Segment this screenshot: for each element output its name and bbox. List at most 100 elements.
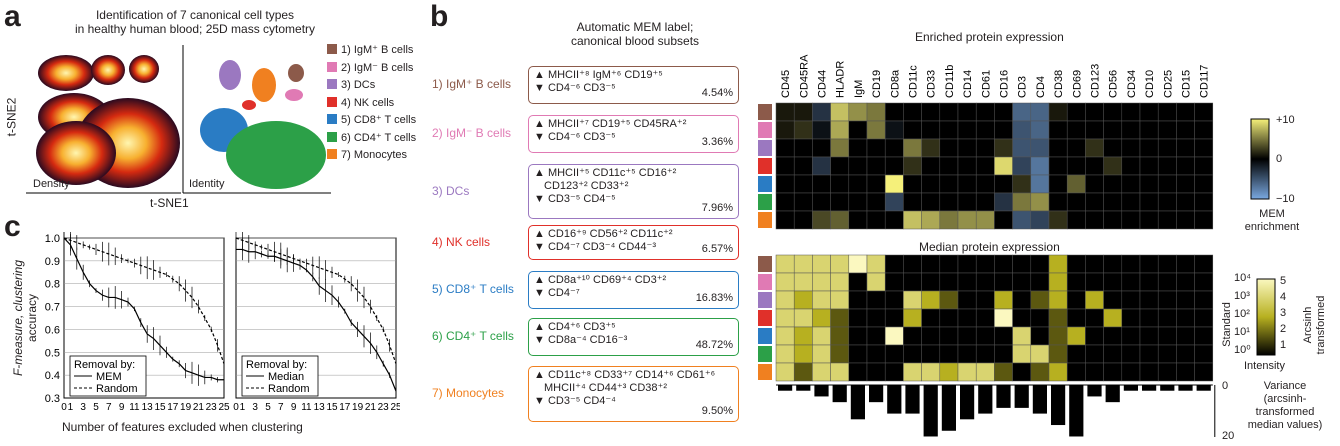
- median-cell: [1194, 344, 1214, 364]
- enrichment-cell: [1121, 138, 1141, 158]
- enrichment-colorbar: [1250, 118, 1270, 200]
- variance-bottom-tick: 20: [1222, 430, 1235, 442]
- mem-label-up2: MHCII⁺⁴ CD44⁺³ CD38⁺²: [544, 382, 667, 394]
- median-cell: [1194, 272, 1214, 292]
- mem-label-down: ▼ CD4⁻⁶ CD3⁻⁵: [534, 131, 616, 143]
- x-tick-label: 7: [278, 402, 284, 413]
- median-cell: [1139, 308, 1159, 328]
- marker-label: HLADR: [835, 61, 847, 98]
- marker-label: CD14: [962, 70, 974, 98]
- enrichment-cell: [793, 156, 813, 176]
- legend-label: 1) IgM⁺ B cells: [341, 44, 414, 56]
- median-cell: [830, 344, 850, 364]
- panel-c-ylabel-line1: F-measure, clustering: [11, 259, 25, 377]
- enrichment-cell: [1139, 138, 1159, 158]
- enrichment-cell: [1194, 192, 1214, 212]
- enrichment-cell: [957, 174, 977, 194]
- median-row-color: [758, 346, 772, 362]
- enrichment-row-color: [758, 122, 772, 138]
- enrichment-cell: [812, 138, 831, 158]
- enrichment-cell: [939, 102, 959, 122]
- median-cell: [1157, 344, 1177, 364]
- enrichment-cell: [812, 156, 831, 176]
- identity-cluster-igm-pos: [288, 64, 304, 82]
- enrichment-cell: [1012, 210, 1032, 230]
- median-cell: [848, 344, 868, 364]
- marker-label: CD61: [980, 70, 992, 98]
- median-cell: [994, 254, 1013, 274]
- median-title: Median protein expression: [919, 240, 1060, 254]
- legend-swatch: [327, 61, 337, 72]
- marker-label: CD11c: [908, 65, 920, 98]
- median-cell: [1103, 326, 1123, 346]
- enrichment-cell: [1048, 120, 1068, 140]
- median-cell: [775, 326, 795, 346]
- median-cell: [775, 344, 795, 364]
- legend-swatch: [327, 149, 337, 159]
- enrichment-cell: [1048, 210, 1068, 230]
- enrichment-cell: [775, 102, 795, 122]
- variance-bar: [1123, 385, 1138, 391]
- subset-name: 1) IgM⁺ B cells: [432, 77, 512, 91]
- median-cell: [975, 362, 995, 382]
- enrichment-cell: [975, 138, 995, 158]
- enrichment-cell: [1048, 174, 1068, 194]
- median-cell: [994, 362, 1013, 382]
- legend-swatch: [327, 79, 337, 89]
- median-cell: [1121, 290, 1141, 310]
- median-cell: [903, 272, 922, 292]
- enrichment-cell: [957, 192, 977, 212]
- marker-label: IgM: [853, 80, 865, 98]
- x-tick-label: 15: [154, 402, 166, 413]
- median-cell: [866, 272, 886, 292]
- enrichment-cell: [957, 120, 977, 140]
- legend-item: 3) DCs: [327, 79, 375, 93]
- median-cell: [1048, 272, 1068, 292]
- accuracy-charts: 1.00.90.80.70.60.50.40.30 1 3 5 7 9 11 13 15 17 19…: [45, 232, 400, 413]
- marker-label: CD11b: [944, 65, 956, 98]
- panel-a-title-line1: Identification of 7 canonical cell types: [95, 8, 295, 22]
- median-cell: [1085, 362, 1104, 382]
- variance-bar: [996, 385, 1011, 408]
- y-tick-label: 0.5: [45, 347, 60, 359]
- mem-label-box: ▲ MHCII⁺⁵ CD11c⁺⁵ CD16⁺² CD123⁺² CD33⁺² ▼ …: [528, 164, 739, 219]
- subset-name: 7) Monocytes: [432, 386, 505, 400]
- enrichment-cell: [866, 174, 886, 194]
- median-cell: [1194, 290, 1214, 310]
- enrichment-cell: [1030, 174, 1050, 194]
- median-cell: [775, 290, 795, 310]
- enrichment-cell: [975, 210, 995, 230]
- mem-label-box: ▲ MHCII⁺⁷ CD19⁺⁵ CD45RA⁺² ▼ CD4⁻⁶ CD3⁻⁵ 3.…: [528, 115, 739, 153]
- enrichment-cell: [1121, 102, 1141, 122]
- median-cell: [1157, 326, 1177, 346]
- enrichment-cell: [884, 174, 904, 194]
- enrichment-row-color: [758, 176, 772, 192]
- y-tick-label: 0.9: [45, 256, 60, 268]
- panel-letter-c: c: [4, 210, 21, 243]
- enrichment-cell: [957, 102, 977, 122]
- median-cell: [1066, 362, 1086, 382]
- marker-label: CD34: [1126, 70, 1138, 98]
- intensity-arc-tick: 5: [1280, 275, 1287, 287]
- median-cell: [994, 344, 1013, 364]
- median-cell: [1012, 326, 1032, 346]
- enrichment-cell: [1139, 192, 1159, 212]
- enrichment-cell: [921, 120, 941, 140]
- median-cell: [1048, 254, 1068, 274]
- enrichment-cell: [793, 192, 813, 212]
- median-cell: [1012, 362, 1032, 382]
- variance-bar: [1178, 385, 1193, 391]
- density-cluster-6: [36, 121, 116, 185]
- median-cell: [1066, 308, 1086, 328]
- median-cell: [1139, 326, 1159, 346]
- x-tick-label: 23: [378, 402, 390, 413]
- enrichment-cell: [939, 138, 959, 158]
- enrichment-cell: [775, 138, 795, 158]
- median-cell: [1085, 308, 1104, 328]
- enrichment-cell: [1085, 138, 1104, 158]
- enrichment-cell: [848, 156, 868, 176]
- median-cell: [1085, 344, 1104, 364]
- identity-cluster-igm-neg: [285, 89, 303, 101]
- legend-swatch: [327, 114, 337, 124]
- x-tick-label: 13: [142, 402, 154, 413]
